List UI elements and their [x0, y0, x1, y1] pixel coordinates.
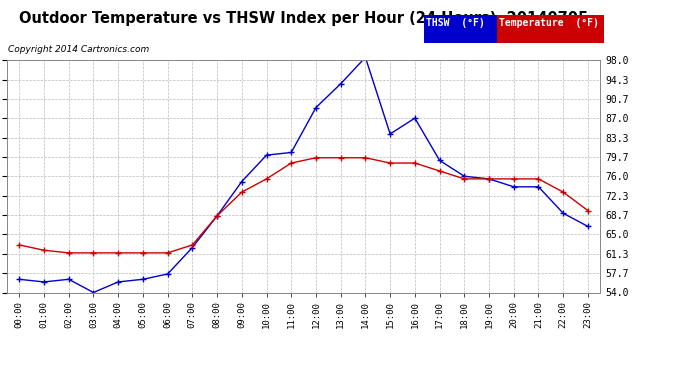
Text: Outdoor Temperature vs THSW Index per Hour (24 Hours)  20140705: Outdoor Temperature vs THSW Index per Ho… — [19, 11, 588, 26]
Text: Temperature  (°F): Temperature (°F) — [499, 18, 599, 28]
Text: THSW  (°F): THSW (°F) — [426, 18, 485, 28]
Text: Copyright 2014 Cartronics.com: Copyright 2014 Cartronics.com — [8, 45, 150, 54]
